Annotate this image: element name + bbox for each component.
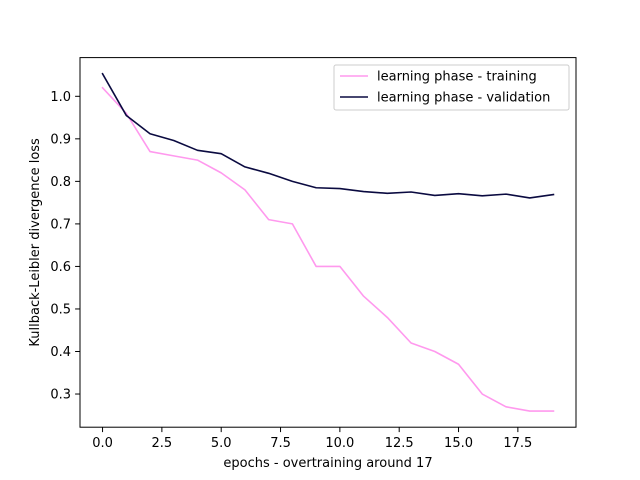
- legend-label-validation: learning phase - validation: [377, 91, 550, 106]
- series-line-training: [101, 86, 555, 412]
- y-axis-label: Kullback-Leibler divergence loss: [28, 138, 43, 347]
- legend-label-training: learning phase - training: [377, 70, 537, 85]
- y-tick-label: 0.9: [50, 132, 71, 147]
- plot-frame: [79, 57, 577, 428]
- x-tick-label: 15.0: [444, 436, 473, 451]
- x-tick-label: 0.0: [92, 436, 113, 451]
- y-tick-label: 0.6: [50, 260, 71, 275]
- x-tick-label: 17.5: [503, 436, 532, 451]
- x-axis: 0.0 2.5 5.0 7.5 10.0 12.5 15.0 17.5: [92, 427, 532, 451]
- series-line-validation: [101, 72, 555, 199]
- x-axis-label: epochs - overtraining around 17: [223, 456, 432, 471]
- legend-box: [333, 64, 570, 111]
- y-tick-label: 1.0: [50, 90, 71, 105]
- y-tick-label: 0.7: [50, 217, 71, 232]
- x-tick-label: 2.5: [152, 436, 173, 451]
- y-tick-label: 0.8: [50, 175, 71, 190]
- y-tick-label: 0.4: [50, 345, 71, 360]
- y-tick-label: 0.3: [50, 388, 71, 403]
- y-tick-label: 0.5: [50, 302, 71, 317]
- legend: learning phase - training learning phase…: [333, 64, 570, 111]
- x-tick-label: 12.5: [385, 436, 414, 451]
- x-tick-label: 10.0: [325, 436, 354, 451]
- y-axis: 0.3 0.4 0.5 0.6 0.7 0.8 0.9 1.0: [50, 90, 80, 403]
- x-tick-label: 5.0: [211, 436, 232, 451]
- plot-lines: [101, 72, 555, 412]
- x-tick-label: 7.5: [270, 436, 291, 451]
